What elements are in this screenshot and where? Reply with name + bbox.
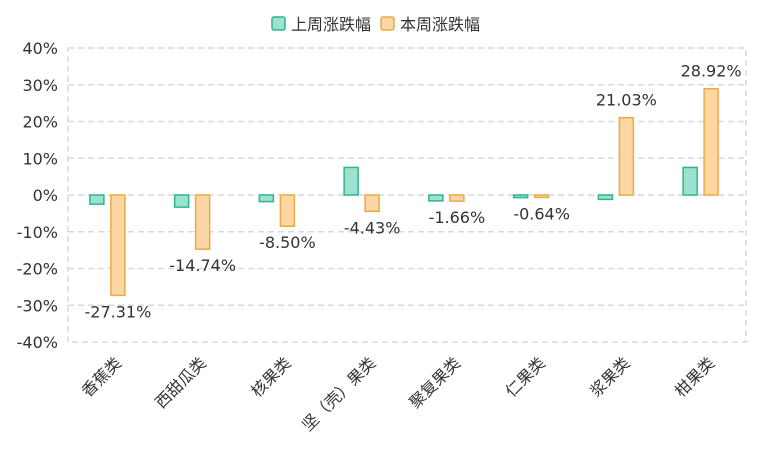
x-category-label: 聚复果类	[406, 353, 465, 412]
plot-frame	[67, 47, 747, 343]
y-tick-label: -40%	[17, 333, 58, 352]
bar-this-week	[618, 116, 635, 196]
data-labels: -27.31% -14.74% -8.50% -4.43% -1.66% -0.64% 21…	[84, 62, 741, 322]
y-tick-label: -30%	[17, 296, 58, 315]
x-category-label: 浆果类	[586, 353, 633, 400]
x-category-label: 香蕉类	[78, 353, 125, 400]
y-tick-label: -20%	[17, 260, 58, 279]
bar-this-week	[279, 194, 296, 227]
legend-label-this-week: 本周涨跌幅	[400, 15, 480, 34]
data-label: -14.74%	[169, 256, 236, 275]
bar-last-week	[343, 166, 359, 196]
bar-this-week	[449, 194, 465, 202]
y-tick-label: -10%	[17, 223, 58, 242]
bar-last-week	[682, 166, 698, 196]
bar-this-week	[194, 194, 211, 250]
bars	[89, 87, 719, 297]
data-label: -4.43%	[344, 218, 401, 237]
bar-last-week	[597, 194, 614, 201]
data-label: -1.66%	[429, 208, 486, 227]
y-tick-label: 10%	[22, 149, 58, 168]
data-label: -8.50%	[259, 233, 316, 252]
y-tick-label: 20%	[22, 113, 58, 132]
x-category-label: 柑果类	[671, 353, 718, 400]
bar-last-week	[512, 194, 529, 199]
data-label: -0.64%	[513, 204, 570, 223]
bar-this-week	[110, 194, 126, 297]
y-axis-ticks: 40% 30% 20% 10% 0% -10% -20% -30% -40%	[17, 39, 58, 352]
plot-border	[67, 47, 747, 343]
data-label: 21.03%	[596, 91, 657, 110]
x-category-label: 坚（壳）果类	[298, 353, 379, 434]
legend: 上周涨跌幅 本周涨跌幅	[271, 15, 480, 34]
x-category-label: 核果类	[247, 353, 294, 400]
y-tick-label: 30%	[22, 76, 58, 95]
bar-last-week	[428, 194, 444, 202]
bar-last-week	[173, 194, 190, 208]
data-label: 28.92%	[681, 62, 742, 81]
bar-this-week	[364, 194, 380, 213]
x-axis-labels: 香蕉类 西甜瓜类 核果类 坚（壳）果类 聚复果类 仁果类 浆果类 柑果类	[78, 353, 719, 434]
y-tick-label: 0%	[33, 186, 58, 205]
legend-label-last-week: 上周涨跌幅	[291, 15, 371, 34]
legend-swatch-last-week	[271, 16, 286, 31]
bar-last-week	[89, 194, 105, 205]
bar-last-week	[258, 194, 275, 203]
bar-this-week	[703, 87, 719, 196]
legend-swatch-this-week	[380, 16, 395, 31]
bar-this-week	[533, 194, 550, 199]
y-tick-label: 40%	[22, 39, 58, 58]
x-category-label: 西甜瓜类	[151, 353, 210, 412]
data-label: -27.31%	[84, 302, 151, 321]
x-category-label: 仁果类	[502, 353, 549, 400]
